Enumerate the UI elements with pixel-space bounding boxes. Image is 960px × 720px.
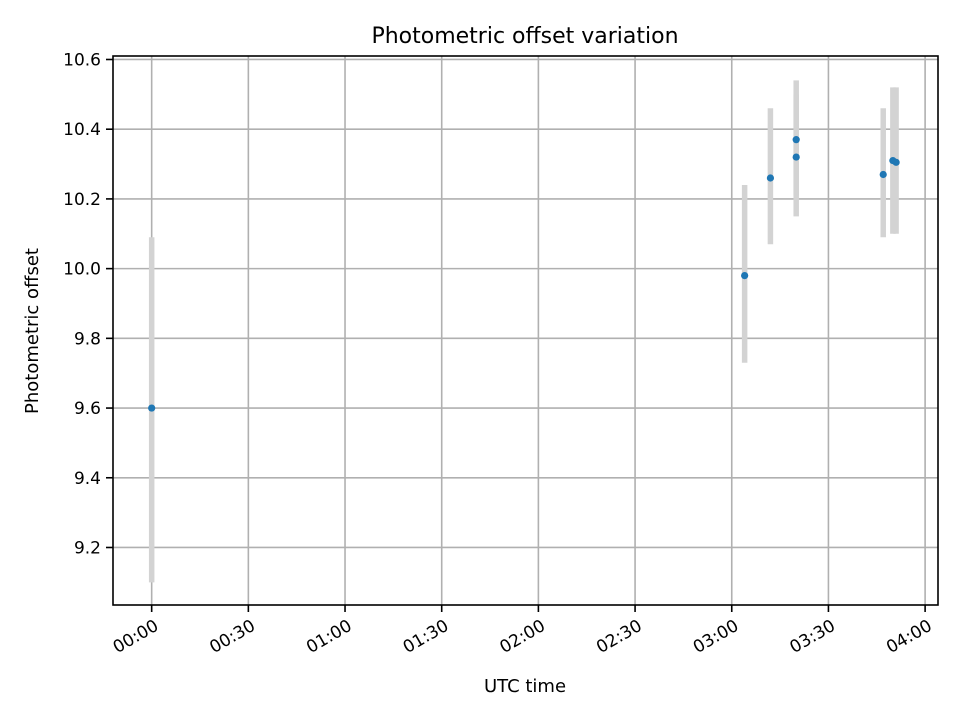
data-points <box>148 136 900 412</box>
x-axis-label: UTC time <box>484 676 566 697</box>
y-tick-label: 9.6 <box>74 399 101 419</box>
y-tick-label: 10.4 <box>63 120 101 140</box>
data-point <box>792 136 800 144</box>
y-axis-label: Photometric offset <box>22 248 43 414</box>
data-point <box>892 158 900 166</box>
y-tick-label: 9.2 <box>74 538 101 558</box>
data-point <box>879 170 887 179</box>
data-point <box>148 404 156 412</box>
y-tick-label: 10.6 <box>63 50 101 70</box>
data-point <box>766 174 775 182</box>
grid <box>113 56 938 605</box>
y-tick-label: 10.2 <box>63 190 101 210</box>
data-point <box>741 272 749 280</box>
y-tick-label: 9.4 <box>74 469 101 489</box>
y-tick-label: 10.0 <box>63 260 101 280</box>
chart-title: Photometric offset variation <box>371 24 678 49</box>
y-tick-label: 9.8 <box>74 329 101 349</box>
plot-frame <box>112 55 939 606</box>
data-point <box>792 153 800 161</box>
